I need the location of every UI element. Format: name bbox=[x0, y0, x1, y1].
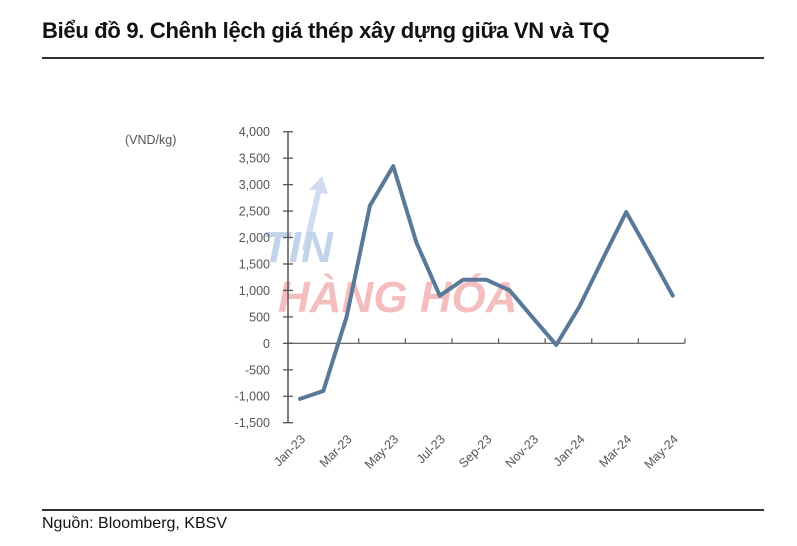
x-tick-label: May-24 bbox=[642, 432, 681, 471]
x-tick-label: Mar-23 bbox=[317, 432, 355, 470]
y-axis-unit-label: (VND/kg) bbox=[125, 133, 176, 147]
y-tick-label: 500 bbox=[249, 310, 270, 324]
series-line bbox=[298, 164, 675, 401]
x-tick-label: Nov-23 bbox=[503, 432, 541, 470]
y-tick-label: -1,000 bbox=[235, 390, 270, 404]
x-tick-label: Jan-23 bbox=[271, 432, 308, 469]
y-tick-label: -500 bbox=[245, 363, 270, 377]
watermark-arrow-icon bbox=[302, 176, 328, 252]
y-tick-label: 4,000 bbox=[239, 125, 270, 139]
x-tick-label: Mar-24 bbox=[596, 432, 634, 470]
x-tick-label: Jul-23 bbox=[414, 432, 448, 466]
chart-title: Biểu đồ 9. Chênh lệch giá thép xây dựng … bbox=[42, 18, 610, 43]
source-divider bbox=[42, 509, 764, 511]
source-note: Nguồn: Bloomberg, KBSV bbox=[42, 515, 227, 532]
y-tick-label: 3,500 bbox=[239, 152, 270, 166]
y-tick-label: 1,500 bbox=[239, 257, 270, 271]
y-tick-label: -1,500 bbox=[235, 416, 270, 430]
y-tick-label: 1,000 bbox=[239, 284, 270, 298]
x-tick-label: Jan-24 bbox=[551, 432, 588, 469]
title-divider bbox=[42, 57, 764, 59]
y-tick-label: 2,500 bbox=[239, 205, 270, 219]
y-tick-label: 3,000 bbox=[239, 178, 270, 192]
chart-axes bbox=[287, 131, 685, 423]
y-axis-ticks: 4,000 3,500 3,000 2,500 2,000 1,500 1,000 500 0 -… bbox=[235, 125, 293, 430]
y-tick-label: 2,000 bbox=[239, 231, 270, 245]
x-tick-label: May-23 bbox=[362, 432, 401, 471]
x-tick-label: Sep-23 bbox=[456, 432, 494, 470]
watermark-tin: TIN bbox=[262, 223, 334, 272]
watermark: TIN HÀNG HÓA bbox=[262, 176, 518, 322]
y-tick-label: 0 bbox=[263, 337, 270, 351]
